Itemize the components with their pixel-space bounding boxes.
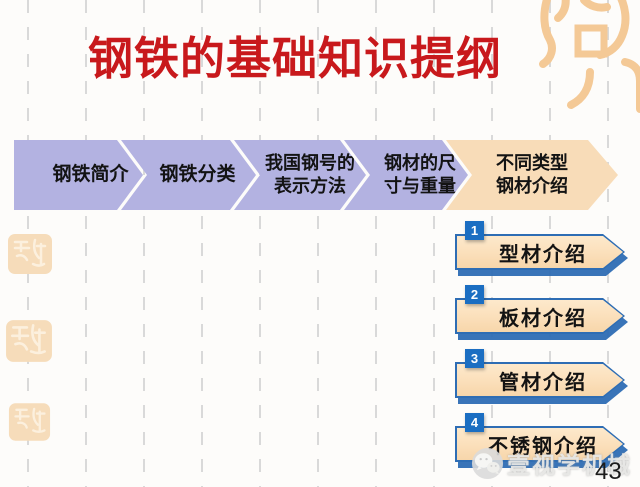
item-label: 板材介绍 bbox=[499, 307, 587, 330]
item-number-badge: 4 bbox=[465, 413, 484, 432]
banner-fill bbox=[457, 364, 623, 396]
item-number-badge: 2 bbox=[465, 285, 484, 304]
dashed-guide-line bbox=[85, 0, 87, 487]
item-label: 型材介绍 bbox=[499, 243, 587, 266]
dashed-guide-line bbox=[201, 0, 203, 487]
dashed-guide-line bbox=[143, 0, 145, 487]
flow-step-label: 我国钢号的 表示方法 bbox=[265, 152, 355, 196]
watermark-text: 壹视学机械 bbox=[507, 452, 632, 478]
item-number-badge: 3 bbox=[465, 349, 484, 368]
slide-title: 钢铁的基础知识提纲 bbox=[88, 34, 503, 84]
seal-calligraphy-icon bbox=[539, 0, 640, 113]
watermark: 壹视学机械 bbox=[471, 446, 632, 480]
dashed-guide-line bbox=[317, 0, 319, 487]
flow-step-1: 钢铁简介 bbox=[14, 140, 143, 210]
process-flow: 钢铁简介 钢铁分类 我国钢号的 表示方法 钢材的尺 寸与重量 不同类型 钢材介绍 bbox=[0, 140, 640, 210]
list-item-3: 管材介绍 3 bbox=[455, 349, 625, 398]
list-item-1: 型材介绍 1 bbox=[455, 221, 625, 270]
flow-step-label: 不同类型 钢材介绍 bbox=[496, 152, 568, 196]
seal-stamp-icon bbox=[8, 403, 51, 441]
wechat-icon bbox=[471, 447, 504, 479]
flow-step-label: 钢铁分类 bbox=[159, 163, 236, 185]
banner-fill bbox=[457, 236, 623, 268]
flow-step-label: 钢铁简介 bbox=[52, 163, 129, 185]
dashed-guide-line bbox=[433, 0, 435, 487]
dashed-guide-line bbox=[259, 0, 261, 487]
list-item-2: 板材介绍 2 bbox=[455, 285, 625, 334]
item-number-badge: 1 bbox=[465, 221, 484, 240]
banner-fill bbox=[457, 300, 623, 332]
item-label: 管材介绍 bbox=[499, 371, 587, 394]
item-label: 不锈钢介绍 bbox=[488, 435, 598, 458]
seal-stamp-icon bbox=[8, 234, 52, 274]
seal-stamp-icon bbox=[6, 320, 52, 362]
flow-step-label: 钢材的尺 寸与重量 bbox=[384, 152, 456, 196]
page-number: 43 bbox=[595, 458, 622, 485]
dashed-guide-line bbox=[375, 0, 377, 487]
flow-step-5: 不同类型 钢材介绍 bbox=[446, 140, 618, 210]
